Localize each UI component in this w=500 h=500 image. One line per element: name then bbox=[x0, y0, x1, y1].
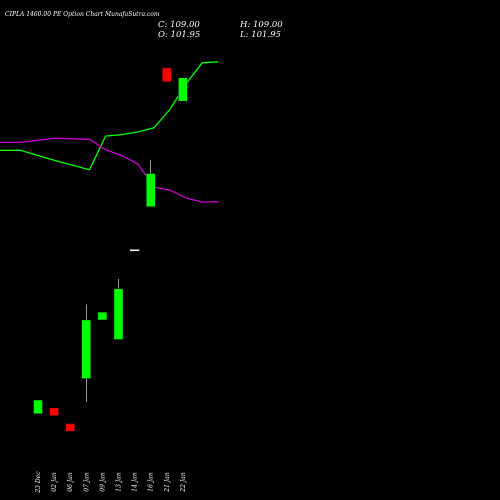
candle-13-jan bbox=[113, 278, 124, 340]
candle-body bbox=[81, 319, 92, 379]
x-tick-label: 13 Jan bbox=[116, 472, 123, 492]
x-tick-label: 23 Dec bbox=[35, 471, 42, 494]
candle-body bbox=[145, 173, 156, 207]
candle-23-dec bbox=[33, 399, 43, 414]
indicator-line-2 bbox=[0, 137, 219, 203]
low-value: L: 101.95 bbox=[239, 30, 281, 40]
candle-body bbox=[65, 423, 75, 432]
candle-body bbox=[162, 67, 172, 82]
x-tick-label: 06 Jan bbox=[67, 472, 74, 492]
candle-body bbox=[113, 288, 124, 340]
candle-body bbox=[178, 77, 188, 102]
candle-06-jan bbox=[65, 423, 75, 432]
candle-21-jan bbox=[162, 67, 172, 82]
x-tick-label: 22 Jan bbox=[180, 472, 187, 493]
candle-body bbox=[129, 249, 140, 252]
x-tick-label: 21 Jan bbox=[164, 472, 171, 493]
candle-22-jan bbox=[178, 77, 188, 102]
indicator-line-1 bbox=[0, 61, 219, 171]
candles bbox=[33, 67, 188, 432]
x-tick-label: 09 Jan bbox=[99, 472, 106, 492]
candle-body bbox=[97, 311, 108, 321]
candle-16-jan bbox=[145, 159, 156, 207]
indicator-lines bbox=[0, 61, 219, 203]
candle-09-jan bbox=[97, 311, 108, 321]
candle-02-jan bbox=[49, 407, 59, 416]
close-value: C: 109.00 bbox=[158, 20, 200, 30]
x-tick-label: 16 Jan bbox=[148, 472, 155, 492]
high-value: H: 109.00 bbox=[239, 20, 283, 30]
x-tick-label: 07 Jan bbox=[83, 472, 90, 492]
candle-14-jan bbox=[129, 249, 140, 252]
x-axis-ticks: 23 Dec 02 Jan 06 Jan 07 Jan 09 Jan 13 Jan 14 J… bbox=[35, 471, 187, 494]
x-tick-label: 14 Jan bbox=[132, 472, 139, 492]
open-value: O: 101.95 bbox=[158, 30, 200, 40]
candle-body bbox=[49, 407, 59, 416]
candle-body bbox=[33, 399, 43, 414]
candle-07-jan bbox=[81, 304, 92, 403]
chart-title: CIPLA 1460.00 PE Option Chart MunafaSutr… bbox=[5, 11, 160, 18]
x-tick-label: 02 Jan bbox=[51, 472, 58, 492]
